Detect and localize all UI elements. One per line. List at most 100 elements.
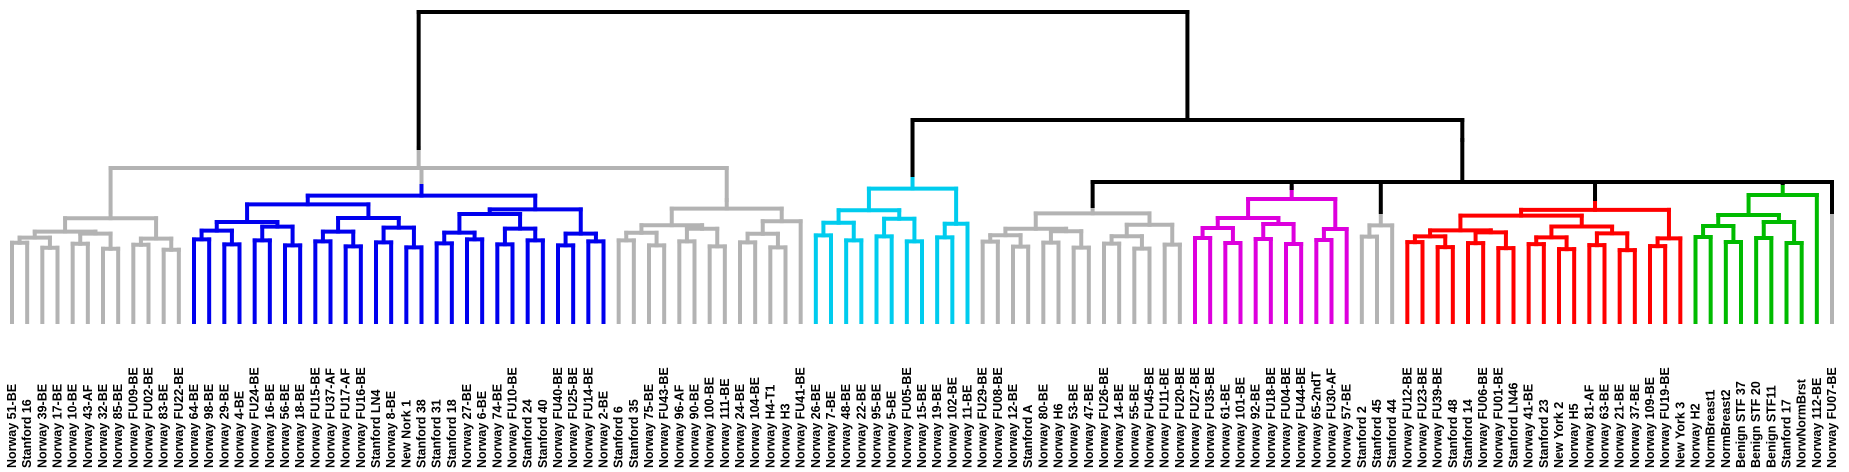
leaf-label: Norway FU01-BE <box>1491 367 1505 468</box>
leaf-label: Norway H6 <box>1052 403 1066 468</box>
leaf-label: Norway 111-BE <box>718 378 732 468</box>
leaf-label: Norway 15-BE <box>915 384 929 468</box>
leaf-label: Stanford 23 <box>1537 399 1551 468</box>
leaf-label: Norway FU35-BE <box>1203 367 1217 468</box>
leaf-label: Norway 4-BE <box>233 391 247 468</box>
leaf-label: Norway 95-BE <box>870 384 884 468</box>
leaf-label: Norway 100-BE <box>703 377 717 468</box>
leaf-label: Norway 74-BE <box>490 384 504 468</box>
leaf-label: Norway 43-AF <box>81 384 95 468</box>
leaf-label: Norway FU24-BE <box>248 367 262 468</box>
leaf-label: Norway 19-BE <box>930 384 944 468</box>
leaf-label: NormBreast2 <box>1719 389 1733 468</box>
leaf-label: Stanford 24 <box>521 399 535 468</box>
leaf-label: Norway 6-BE <box>475 391 489 468</box>
leaf-label: Norway FU30-AF <box>1325 368 1339 468</box>
leaf-label: Norway 102-BE <box>945 377 959 468</box>
leaf-label: NorwNormBrst <box>1795 378 1809 468</box>
dendrogram-branches <box>10 10 1834 324</box>
leaf-label: Norway 5-BE <box>885 391 899 468</box>
leaf-label: New Nork 1 <box>399 400 413 468</box>
leaf-label: Stanford 16 <box>20 399 34 468</box>
leaf-label: Norway 39-BE <box>35 384 49 468</box>
leaf-label: Stanford 17 <box>1780 399 1794 468</box>
leaf-label: Norway 92-BE <box>1249 384 1263 468</box>
leaf-label: Norway FU19-BE <box>1658 367 1672 468</box>
leaf-label: Norway 63-BE <box>1598 384 1612 468</box>
leaf-label: Norway FU12-BE <box>1400 367 1414 468</box>
leaf-label: Norway FU37-AF <box>324 368 338 468</box>
leaf-label: Norway 96-AF <box>672 384 686 468</box>
leaf-label: New York 3 <box>1673 402 1687 468</box>
leaf-labels: Norway 51-BE Stanford 16 Norway 39-BE Norwa… <box>5 367 1839 468</box>
leaf-label: Norway FU16-BE <box>354 367 368 468</box>
leaf-label: Norway 48-BE <box>839 384 853 468</box>
leaf-label: Norway FU11-BE <box>1158 368 1172 468</box>
leaf-label: Stanford 48 <box>1446 399 1460 468</box>
leaf-label: Norway FU04-BE <box>1279 367 1293 468</box>
leaf-label: Norway FU09-BE <box>126 367 140 468</box>
leaf-label: Benign STF 37 <box>1734 381 1748 468</box>
leaf-label: Stanford 40 <box>536 399 550 468</box>
leaf-label: Norway 2-BE <box>597 391 611 468</box>
leaf-label: Stanford 35 <box>627 399 641 468</box>
leaf-label: Norway 29-BE <box>217 384 231 468</box>
leaf-label: Norway 21-BE <box>1613 384 1627 468</box>
leaf-label: Norway FU07-BE <box>1825 367 1839 468</box>
leaf-label: Norway FU44-BE <box>1294 367 1308 468</box>
leaf-label: Stanford LN46 <box>1507 383 1521 468</box>
leaf-label: Norway FU06-BE <box>1476 367 1490 468</box>
leaf-label: Norway 17-BE <box>51 384 65 468</box>
leaf-label: Norway FU45-BE <box>1143 367 1157 468</box>
leaf-label: Norway H5 <box>1567 403 1581 468</box>
leaf-label: Stanford A <box>1021 405 1035 468</box>
leaf-label: Norway 51-BE <box>5 384 19 468</box>
leaf-label: Norway 12-BE <box>1006 384 1020 468</box>
leaf-label: New York 2 <box>1552 402 1566 468</box>
leaf-label: Stanford 45 <box>1370 399 1384 468</box>
leaf-label: Norway FU02-BE <box>142 367 156 468</box>
leaf-label: Norway 11-BE <box>961 385 975 468</box>
leaf-label: Norway 26-BE <box>809 384 823 468</box>
leaf-label: Norway 57-BE <box>1340 384 1354 468</box>
leaf-label: Norway 27-BE <box>460 384 474 468</box>
leaf-label: Norway 90-BE <box>688 384 702 468</box>
leaf-label: Norway FU20-BE <box>1173 367 1187 468</box>
leaf-label: Stanford 31 <box>430 399 444 468</box>
leaf-label: Stanford LN4 <box>369 389 383 468</box>
leaf-label: Norway FU25-BE <box>566 367 580 468</box>
leaf-label: Norway FU14-BE <box>581 367 595 468</box>
leaf-label: Norway 65-2ndT <box>1309 371 1323 468</box>
leaf-label: Norway 112-BE <box>1810 378 1824 468</box>
leaf-label: Norway 83-BE <box>157 384 171 468</box>
leaf-label: Norway 37-BE <box>1628 384 1642 468</box>
leaf-label: Norway FU15-BE <box>308 367 322 468</box>
leaf-label: Norway 41-BE <box>1522 384 1536 468</box>
leaf-label: Norway 98-BE <box>202 384 216 468</box>
leaf-label: Norway 24-BE <box>733 384 747 468</box>
leaf-label: Norway FU27-BE <box>1188 367 1202 468</box>
leaf-label: Stanford 2 <box>1355 406 1369 468</box>
leaf-label: Norway FU43-BE <box>657 367 671 468</box>
leaf-label: Norway 85-BE <box>111 384 125 468</box>
leaf-label: Norway 55-BE <box>1127 384 1141 468</box>
leaf-label: Norway FU29-BE <box>976 367 990 468</box>
leaf-label: Norway H3 <box>779 403 793 468</box>
leaf-label: Norway 47-BE <box>1082 384 1096 468</box>
leaf-label: Norway FU23-BE <box>1416 367 1430 468</box>
leaf-label: Norway 56-BE <box>278 384 292 468</box>
leaf-label: Norway 18-BE <box>293 384 307 468</box>
leaf-label: Benign STF 20 <box>1749 381 1763 468</box>
leaf-label: Norway 16-BE <box>263 384 277 468</box>
leaf-label: Norway 64-BE <box>187 384 201 468</box>
leaf-label: Norway 80-BE <box>1036 384 1050 468</box>
leaf-label: Stanford 18 <box>445 399 459 468</box>
leaf-label: Norway FU10-BE <box>506 367 520 468</box>
leaf-label: NormBreast1 <box>1704 389 1718 468</box>
leaf-label: Norway 53-BE <box>1067 384 1081 468</box>
leaf-label: Norway 8-BE <box>384 391 398 468</box>
leaf-label: Norway 7-BE <box>824 391 838 468</box>
leaf-label: Norway FU41-BE <box>794 367 808 468</box>
leaf-label: Norway 61-BE <box>1218 384 1232 468</box>
